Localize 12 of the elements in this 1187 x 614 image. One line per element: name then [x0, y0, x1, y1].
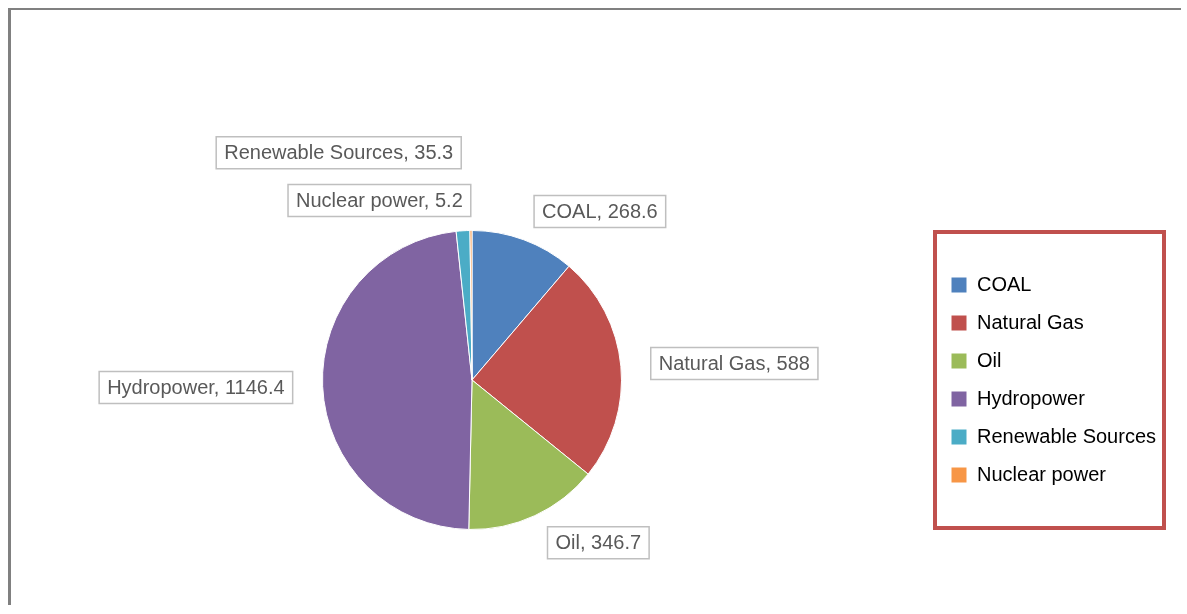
data-label: Nuclear power, 5.2 [296, 189, 463, 212]
legend-label: Hydropower [977, 386, 1086, 409]
data-label: Hydropower, 1146.4 [107, 376, 285, 399]
data-label: Renewable Sources, 35.3 [224, 141, 454, 164]
legend-label: Nuclear power [977, 462, 1107, 485]
data-label: COAL, 268.6 [542, 200, 658, 223]
legend-label: Oil [977, 348, 1002, 371]
data-label: Oil, 346.7 [555, 531, 642, 554]
legend-label: COAL [977, 272, 1032, 295]
legend-label: Natural Gas [977, 310, 1084, 333]
data-label: Natural Gas, 588 [658, 352, 810, 375]
legend-label: Renewable Sources [977, 424, 1157, 447]
